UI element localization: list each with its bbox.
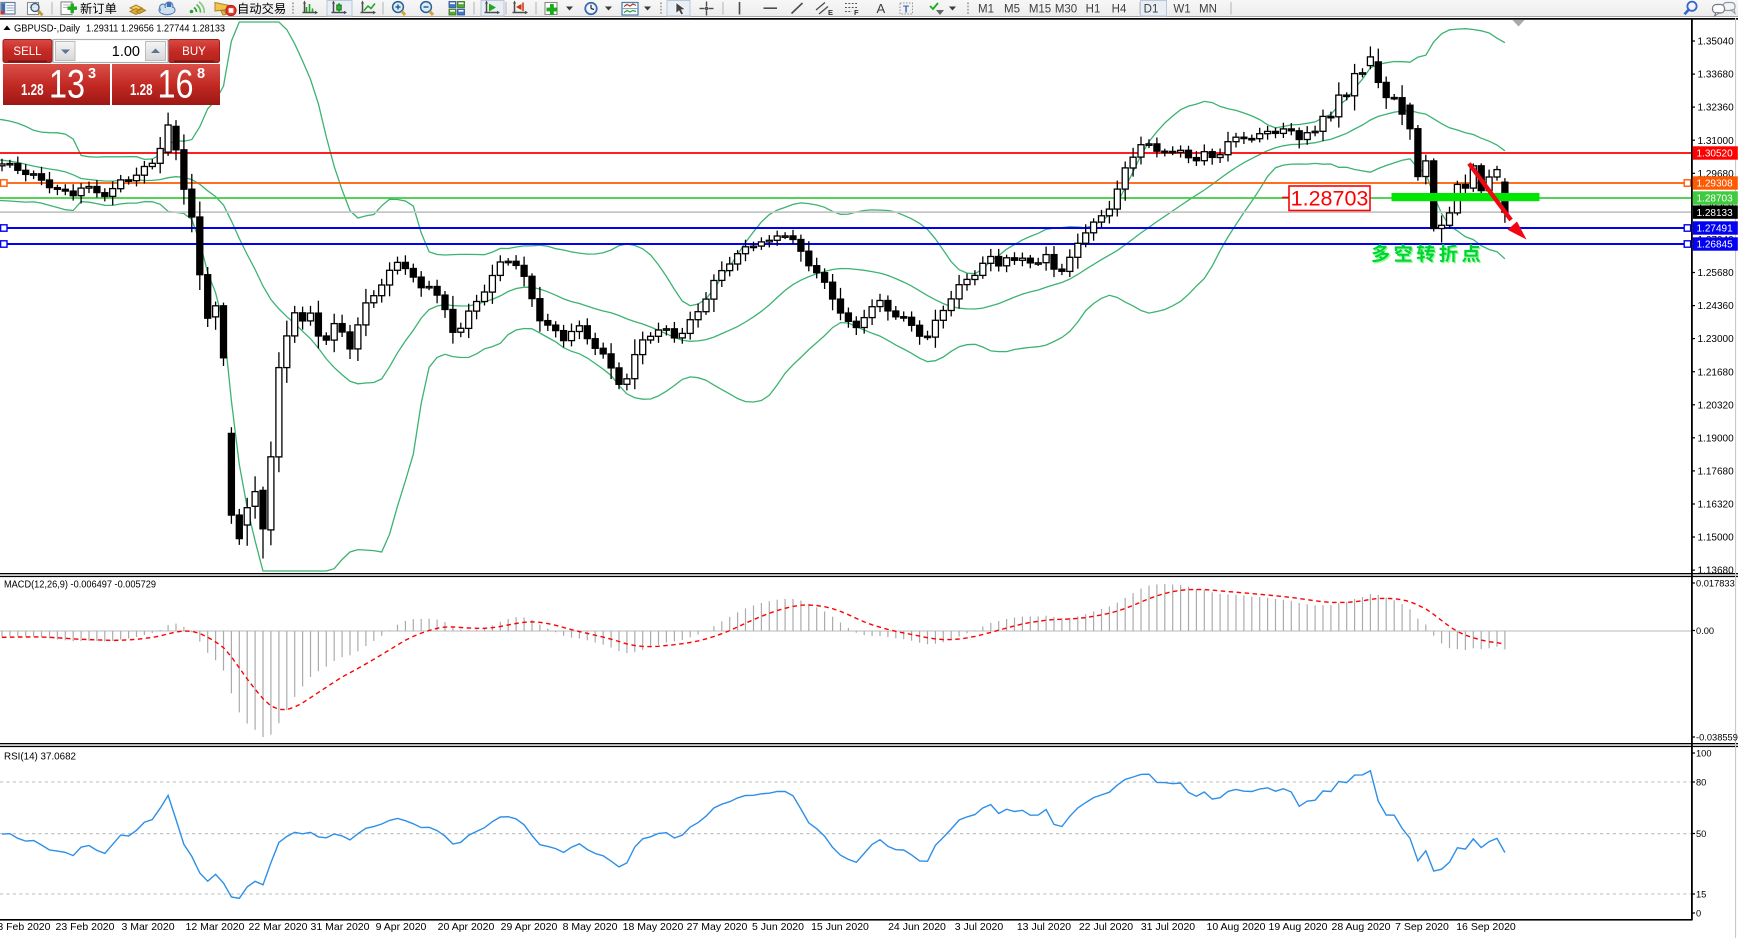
svg-text:MN: MN: [1199, 4, 1217, 16]
svg-text:31 Jul 2020: 31 Jul 2020: [1141, 921, 1195, 933]
svg-text:1.32360: 1.32360: [1698, 103, 1735, 114]
svg-text:1.23000: 1.23000: [1698, 334, 1735, 345]
svg-text:18 May 2020: 18 May 2020: [623, 921, 684, 933]
svg-text:1.29311 1.29656 1.27744 1.2813: 1.29311 1.29656 1.27744 1.28133: [86, 23, 225, 35]
svg-text:M30: M30: [1055, 4, 1077, 16]
svg-text:H4: H4: [1112, 4, 1127, 16]
svg-text:1.31000: 1.31000: [1698, 136, 1735, 147]
svg-text:1.19000: 1.19000: [1698, 433, 1735, 444]
svg-text:0: 0: [1696, 908, 1701, 918]
svg-text:W1: W1: [1173, 4, 1190, 16]
svg-text:22 Mar 2020: 22 Mar 2020: [249, 921, 308, 933]
svg-text:1.20320: 1.20320: [1698, 400, 1735, 411]
svg-text:10 Aug 2020: 10 Aug 2020: [1207, 921, 1266, 933]
svg-text:1.35040: 1.35040: [1698, 37, 1735, 48]
svg-text:-0.038559: -0.038559: [1696, 732, 1738, 742]
svg-text:28 Aug 2020: 28 Aug 2020: [1332, 921, 1391, 933]
svg-text:1.13680: 1.13680: [1698, 566, 1735, 577]
svg-text:1.25680: 1.25680: [1698, 268, 1735, 279]
svg-text:A: A: [877, 1, 886, 16]
svg-text:1.28703: 1.28703: [1697, 194, 1734, 205]
svg-text:F: F: [854, 8, 859, 17]
svg-text:1.17680: 1.17680: [1698, 467, 1735, 478]
svg-text:1.30520: 1.30520: [1697, 149, 1734, 160]
svg-text:16: 16: [158, 63, 194, 107]
svg-text:16 Sep 2020: 16 Sep 2020: [1456, 921, 1516, 933]
svg-text:7 Sep 2020: 7 Sep 2020: [1395, 921, 1449, 933]
svg-text:1.00: 1.00: [112, 44, 140, 60]
svg-text:H1: H1: [1086, 4, 1101, 16]
svg-text:19 Aug 2020: 19 Aug 2020: [1269, 921, 1328, 933]
svg-text:M15: M15: [1029, 4, 1051, 16]
svg-text:9 Apr 2020: 9 Apr 2020: [376, 921, 427, 933]
svg-text:1.28133: 1.28133: [1697, 208, 1734, 219]
svg-text:SELL: SELL: [13, 46, 42, 58]
svg-text:20 Apr 2020: 20 Apr 2020: [438, 921, 495, 933]
svg-text:1.28: 1.28: [21, 82, 44, 99]
svg-text:15: 15: [1696, 889, 1706, 899]
svg-text:8 May 2020: 8 May 2020: [563, 921, 618, 933]
svg-text:1.26845: 1.26845: [1697, 240, 1734, 251]
svg-text:1.28703: 1.28703: [1291, 187, 1369, 211]
svg-text:1.16320: 1.16320: [1698, 500, 1735, 511]
svg-text:15 Jun 2020: 15 Jun 2020: [811, 921, 869, 933]
svg-text:12 Mar 2020: 12 Mar 2020: [186, 921, 245, 933]
svg-text:1.24360: 1.24360: [1698, 301, 1735, 312]
svg-text:RSI(14) 37.0682: RSI(14) 37.0682: [4, 752, 76, 763]
svg-text:BUY: BUY: [182, 46, 206, 58]
svg-text:E: E: [828, 8, 833, 17]
svg-text:M1: M1: [978, 4, 994, 16]
svg-text:13: 13: [49, 63, 85, 107]
svg-text:23 Feb 2020: 23 Feb 2020: [56, 921, 115, 933]
svg-text:100: 100: [1696, 748, 1712, 758]
svg-text:0.017833: 0.017833: [1696, 578, 1735, 588]
svg-text:1.21680: 1.21680: [1698, 367, 1735, 378]
svg-text:80: 80: [1696, 777, 1706, 787]
svg-text:0.00: 0.00: [1696, 626, 1714, 636]
svg-text:5 Jun 2020: 5 Jun 2020: [752, 921, 804, 933]
svg-text:MACD(12,26,9) -0.006497 -0.005: MACD(12,26,9) -0.006497 -0.005729: [4, 580, 156, 591]
svg-text:1.29680: 1.29680: [1698, 169, 1735, 180]
svg-text:13 Jul 2020: 13 Jul 2020: [1017, 921, 1071, 933]
svg-text:3 Jul 2020: 3 Jul 2020: [955, 921, 1004, 933]
svg-text:8: 8: [197, 66, 205, 82]
svg-text:13 Feb 2020: 13 Feb 2020: [0, 921, 51, 933]
svg-text:22 Jul 2020: 22 Jul 2020: [1079, 921, 1133, 933]
svg-text:29 Apr 2020: 29 Apr 2020: [501, 921, 558, 933]
svg-text:3: 3: [88, 66, 96, 82]
svg-text:27 May 2020: 27 May 2020: [687, 921, 748, 933]
svg-text:24 Jun 2020: 24 Jun 2020: [888, 921, 946, 933]
svg-text:1.33680: 1.33680: [1698, 70, 1735, 81]
svg-text:3 Mar 2020: 3 Mar 2020: [121, 921, 174, 933]
svg-text:31 Mar 2020: 31 Mar 2020: [311, 921, 370, 933]
svg-text:50: 50: [1696, 829, 1706, 839]
svg-text:D1: D1: [1144, 4, 1159, 16]
svg-text:T: T: [903, 5, 909, 16]
svg-text:GBPUSD-,Daily: GBPUSD-,Daily: [14, 23, 81, 35]
svg-text:1.28: 1.28: [130, 82, 153, 99]
svg-text:1.15000: 1.15000: [1698, 533, 1735, 544]
svg-text:M5: M5: [1004, 4, 1020, 16]
svg-text:1.27491: 1.27491: [1697, 224, 1734, 235]
svg-text:1.29308: 1.29308: [1697, 179, 1734, 190]
